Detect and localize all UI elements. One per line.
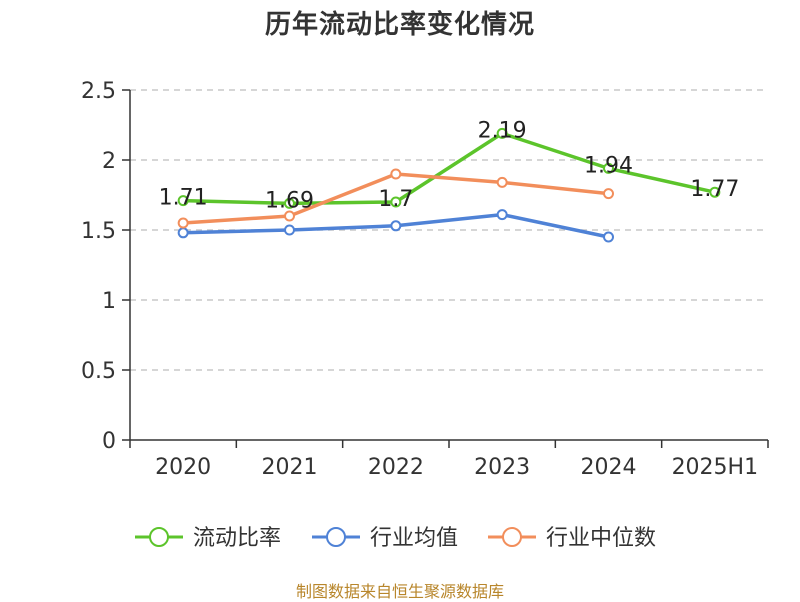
data-label: 2.19	[478, 118, 527, 143]
data-labels: 1.71 1.69 1.7 2.19 1.94 1.77	[159, 118, 740, 213]
legend: 流动比率 行业均值 行业中位数	[135, 526, 656, 551]
x-tick-label: 2022	[368, 455, 424, 480]
legend-label: 行业均值	[370, 526, 458, 551]
chart-title: 历年流动比率变化情况	[264, 10, 535, 40]
data-point	[284, 210, 295, 222]
x-tick-label: 2024	[581, 455, 637, 480]
data-point	[177, 217, 189, 229]
data-point	[709, 186, 721, 198]
data-point	[496, 127, 508, 139]
data-point	[603, 188, 614, 200]
y-tick-label: 2.5	[81, 79, 116, 104]
data-point	[390, 168, 402, 180]
data-label: 1.77	[690, 177, 739, 202]
legend-label: 流动比率	[193, 526, 281, 551]
series-lines	[177, 127, 721, 243]
data-label: 1.71	[159, 186, 208, 211]
source-note: 制图数据来自恒生聚源数据库	[295, 582, 504, 601]
data-label: 1.7	[378, 187, 413, 212]
legend-swatch-marker	[502, 527, 522, 547]
legend-swatch-marker	[149, 527, 169, 547]
axes: 0 0.5 1 1.5 2 2.5 2020 2021 2022 2023 2024 2025H1	[81, 79, 769, 480]
data-point	[496, 176, 508, 188]
data-point	[177, 227, 189, 239]
data-point	[390, 220, 402, 232]
x-tick-label: 2025H1	[672, 455, 759, 480]
data-point	[390, 196, 402, 208]
data-point	[496, 209, 508, 221]
y-tick-label: 0.5	[81, 359, 116, 384]
y-tick-label: 1.5	[81, 219, 116, 244]
x-tick-label: 2023	[474, 455, 530, 480]
grid-lines	[130, 89, 768, 371]
x-tick-label: 2021	[262, 455, 318, 480]
data-label: 1.94	[584, 153, 633, 178]
data-point	[284, 197, 295, 209]
data-point	[177, 195, 189, 207]
legend-label: 行业中位数	[546, 526, 656, 551]
data-point	[284, 224, 295, 236]
legend-swatch-marker	[326, 527, 346, 547]
data-label: 1.69	[265, 188, 314, 213]
y-tick-label: 0	[102, 429, 116, 454]
y-tick-label: 2	[102, 149, 116, 174]
y-tick-label: 1	[102, 289, 116, 314]
x-tick-label: 2020	[155, 455, 211, 480]
series-line	[181, 131, 717, 206]
data-point	[603, 231, 614, 243]
data-point	[603, 162, 614, 174]
